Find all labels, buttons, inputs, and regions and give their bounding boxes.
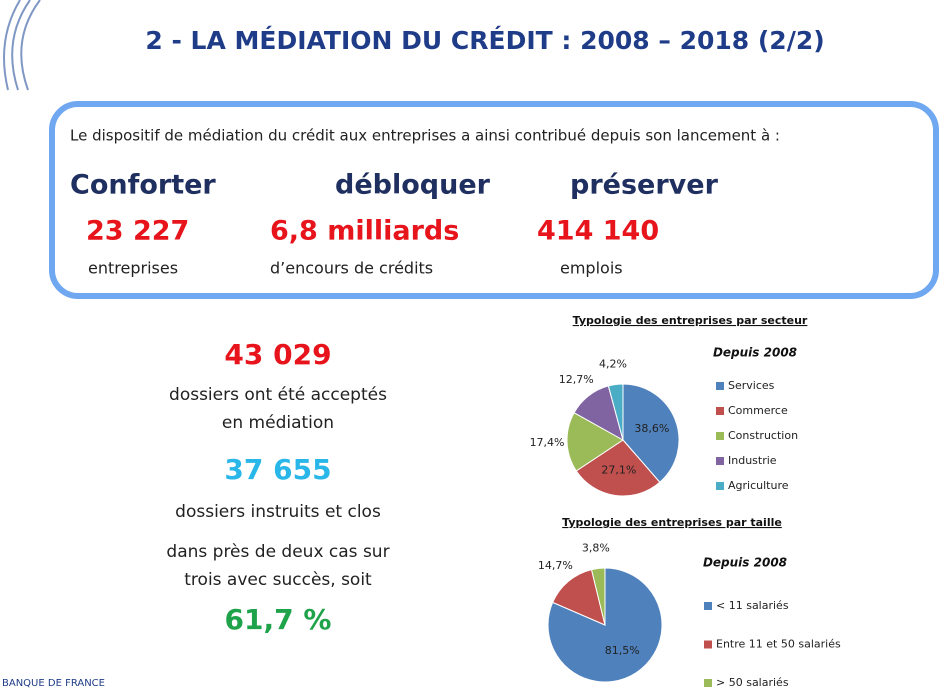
- stat-figure: 43 029: [224, 338, 331, 371]
- figure: 414 140: [537, 216, 659, 247]
- legend-swatch: [716, 457, 724, 465]
- stat-text: dans près de deux cas sur: [166, 542, 389, 562]
- legend-swatch: [716, 432, 724, 440]
- stat-text: trois avec succès, soit: [184, 570, 372, 590]
- legend-swatch: [716, 407, 724, 415]
- chart-subtitle: Depuis 2008: [703, 556, 787, 570]
- verb: débloquer: [335, 170, 491, 201]
- stat-text: dossiers instruits et clos: [175, 502, 381, 522]
- slice-label: 4,2%: [599, 358, 627, 371]
- stat-text: en médiation: [222, 413, 334, 433]
- legend-label: Entre 11 et 50 salariés: [716, 638, 841, 651]
- legend-label: Agriculture: [728, 479, 789, 492]
- slice-label: 27,1%: [601, 464, 636, 477]
- legend-label: Industrie: [728, 454, 777, 467]
- legend-label: Commerce: [728, 404, 788, 417]
- caption: entreprises: [88, 259, 178, 278]
- logo: BANQUE DE FRANCE: [2, 678, 105, 689]
- summary-box: [49, 101, 939, 299]
- pie-slice: [590, 567, 606, 626]
- slice-label: 14,7%: [538, 559, 573, 572]
- legend-label: < 11 salariés: [716, 599, 789, 612]
- pie-slice: [622, 383, 680, 483]
- verb: Conforter: [70, 170, 216, 201]
- stat-figure: 37 655: [224, 453, 331, 486]
- legend-swatch: [704, 640, 712, 649]
- stat-figure: 61,7 %: [225, 603, 332, 636]
- slice-label: 17,4%: [530, 436, 565, 449]
- figure: 23 227: [86, 216, 189, 247]
- pie-slice: [575, 439, 661, 497]
- slice-label: 81,5%: [605, 644, 640, 657]
- pie-slice: [566, 412, 624, 472]
- slice-label: 38,6%: [634, 422, 669, 435]
- stat-text: dossiers ont été acceptés: [169, 385, 387, 405]
- legend-label: Services: [728, 379, 775, 392]
- figure: 6,8 milliards: [270, 216, 459, 247]
- slice-label: 12,7%: [559, 373, 594, 386]
- legend-swatch: [716, 482, 724, 490]
- summary-intro: Le dispositif de médiation du crédit aux…: [70, 127, 780, 145]
- pie-slice: [607, 383, 624, 441]
- verb: préserver: [570, 170, 719, 201]
- chart-subtitle: Depuis 2008: [713, 346, 797, 360]
- chart-title: Typologie des entreprises par taille: [562, 516, 782, 529]
- chart-title: Typologie des entreprises par secteur: [573, 314, 808, 327]
- legend-swatch: [704, 679, 712, 687]
- legend-swatch: [716, 382, 724, 390]
- slice-label: 3,8%: [582, 542, 610, 555]
- caption: d’encours de crédits: [270, 259, 433, 278]
- slide-title: 2 - LA MÉDIATION DU CRÉDIT : 2008 – 2018…: [145, 26, 824, 55]
- pie-slice: [552, 569, 606, 626]
- caption: emplois: [560, 259, 623, 278]
- legend-label: > 50 salariés: [716, 676, 789, 689]
- decoration: [3, 0, 41, 91]
- legend-label: Construction: [728, 429, 798, 442]
- legend-swatch: [704, 602, 712, 610]
